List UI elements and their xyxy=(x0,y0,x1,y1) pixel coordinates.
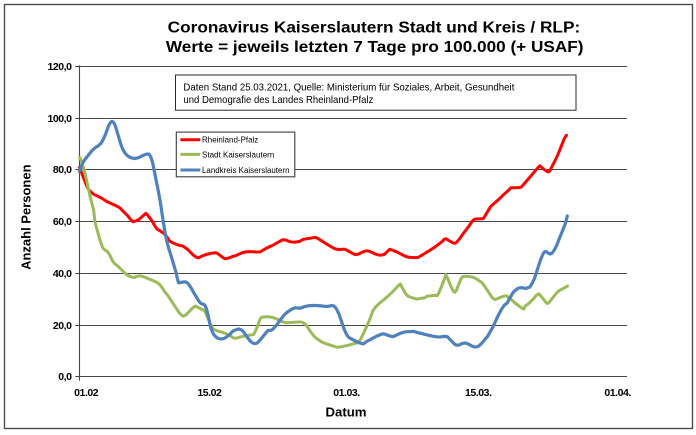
svg-text:100,0: 100,0 xyxy=(47,113,72,125)
svg-text:Rheinland-Pfalz: Rheinland-Pfalz xyxy=(202,136,258,145)
svg-text:15.03.: 15.03. xyxy=(465,387,492,399)
svg-text:80,0: 80,0 xyxy=(53,164,72,176)
svg-text:120,0: 120,0 xyxy=(47,61,72,73)
svg-text:0,0: 0,0 xyxy=(58,371,72,383)
svg-text:Anzahl Personen: Anzahl Personen xyxy=(19,164,34,270)
svg-text:und Demografie des Landes Rhei: und Demografie des Landes Rheinland-Pfal… xyxy=(183,94,373,106)
svg-text:15.02: 15.02 xyxy=(197,387,222,399)
svg-text:40,0: 40,0 xyxy=(53,268,72,280)
svg-text:01.03.: 01.03. xyxy=(333,387,360,399)
svg-text:Datum: Datum xyxy=(326,405,367,420)
svg-text:60,0: 60,0 xyxy=(53,216,72,228)
svg-text:Daten Stand 25.03.2021, Quelle: Daten Stand 25.03.2021, Quelle: Minister… xyxy=(183,81,514,93)
svg-text:Stadt Kaiserslautern: Stadt Kaiserslautern xyxy=(202,150,274,159)
svg-text:20,0: 20,0 xyxy=(53,320,72,332)
svg-text:Landkreis Kaiserslautern: Landkreis Kaiserslautern xyxy=(202,166,290,175)
svg-text:Werte = jeweils letzten 7 Tage: Werte = jeweils letzten 7 Tage pro 100.0… xyxy=(166,39,584,56)
svg-text:01.04.: 01.04. xyxy=(604,387,631,399)
svg-text:01.02: 01.02 xyxy=(74,387,99,399)
svg-text:Coronavirus Kaiserslautern Sta: Coronavirus Kaiserslautern Stadt und Kre… xyxy=(168,20,581,37)
